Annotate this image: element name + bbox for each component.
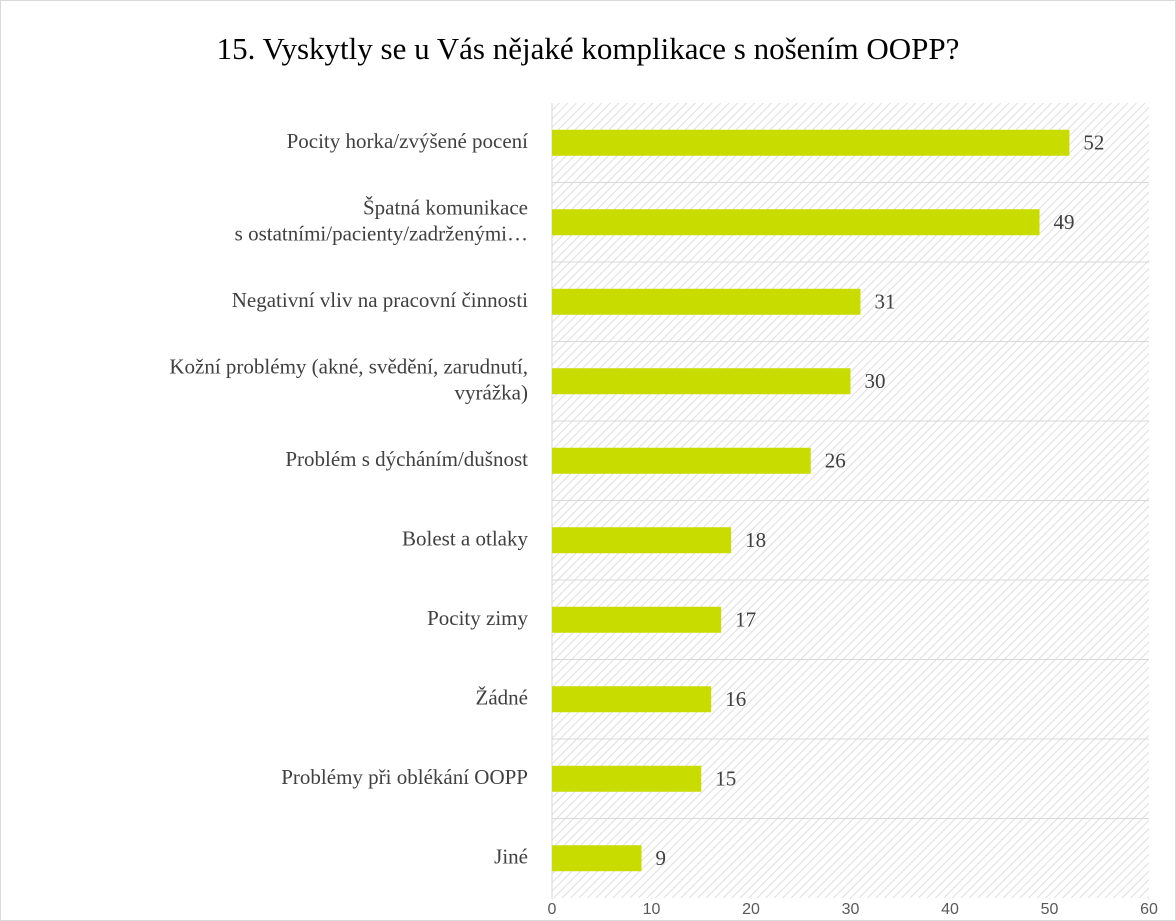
x-tick-label: 0 bbox=[548, 901, 557, 918]
data-label: 9 bbox=[656, 846, 667, 870]
bar bbox=[552, 606, 722, 633]
y-tick-label: Pocity horka/zvýšené pocení bbox=[287, 129, 529, 153]
x-tick-label: 40 bbox=[941, 901, 959, 918]
bar bbox=[552, 288, 861, 315]
data-label: 31 bbox=[874, 290, 895, 314]
y-tick-label: Pocity zimy bbox=[427, 606, 528, 630]
data-label: 17 bbox=[735, 608, 756, 632]
bar bbox=[552, 686, 712, 713]
bar bbox=[552, 129, 1070, 156]
data-label: 30 bbox=[865, 369, 886, 393]
data-label: 18 bbox=[745, 528, 766, 552]
bar bbox=[552, 845, 642, 872]
y-tick-label: Negativní vliv na pracovní činnosti bbox=[232, 288, 528, 312]
y-tick-label: Bolest a otlaky bbox=[402, 526, 528, 550]
bar bbox=[552, 209, 1040, 236]
y-tick-label: Žádné bbox=[476, 685, 528, 709]
x-tick-label: 20 bbox=[742, 901, 760, 918]
y-tick-label: Problém s dýcháním/dušnost bbox=[285, 447, 528, 471]
chart-title: 15. Vyskytly se u Vás nějaké komplikace … bbox=[217, 31, 960, 66]
x-tick-label: 60 bbox=[1140, 901, 1158, 918]
x-tick-label: 50 bbox=[1041, 901, 1059, 918]
bar bbox=[552, 447, 811, 474]
data-label: 15 bbox=[715, 767, 736, 791]
y-tick-label: Kožní problémy (akné, svědění, zarudnutí… bbox=[169, 354, 528, 404]
x-tick-label: 30 bbox=[842, 901, 860, 918]
data-label: 16 bbox=[725, 687, 746, 711]
bar bbox=[552, 527, 732, 554]
data-label: 26 bbox=[825, 449, 846, 473]
bar bbox=[552, 765, 702, 792]
x-tick-label: 10 bbox=[643, 901, 661, 918]
data-label: 49 bbox=[1054, 210, 1075, 234]
y-tick-label: Jiné bbox=[494, 844, 528, 868]
bar bbox=[552, 368, 851, 395]
y-tick-label: Problémy při oblékání OOPP bbox=[281, 765, 528, 789]
y-tick-label: Špatná komunikace s ostatními/pacienty/za… bbox=[235, 195, 528, 245]
data-label: 52 bbox=[1083, 131, 1104, 155]
